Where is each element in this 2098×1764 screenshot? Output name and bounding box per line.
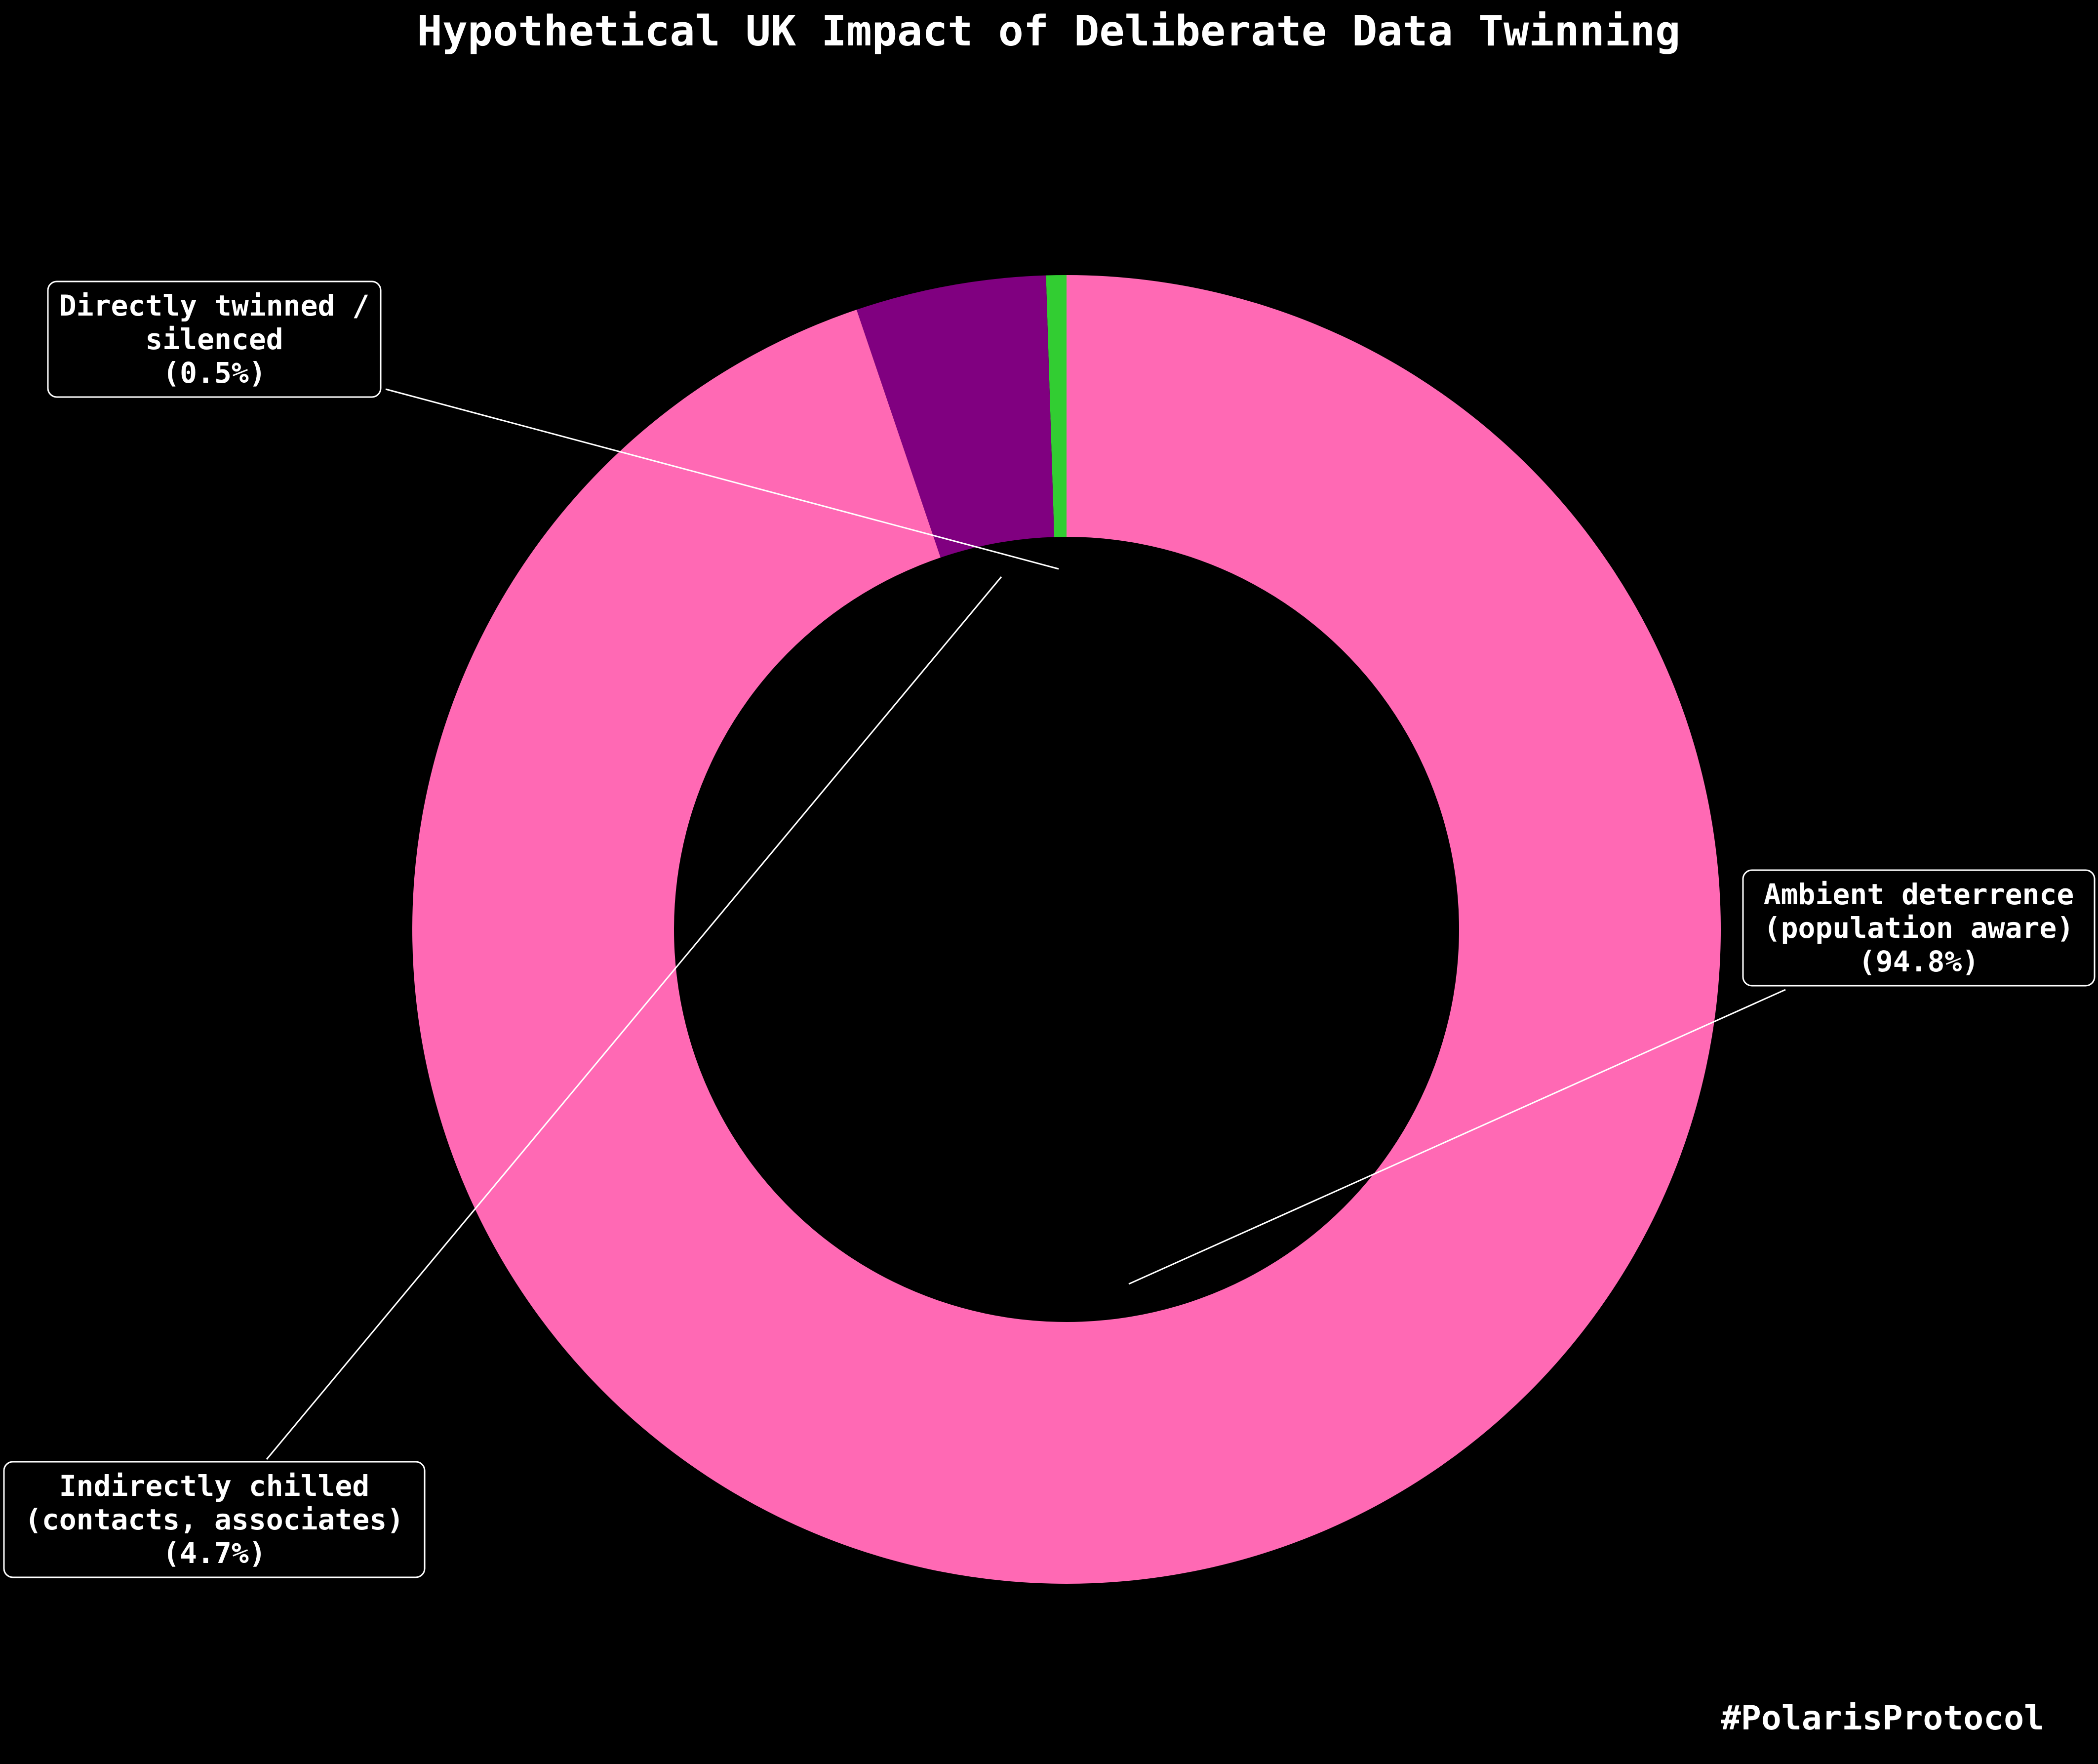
leader-line-1 xyxy=(385,388,1059,570)
donut-slice-1 xyxy=(1046,275,1067,537)
slice-label-line-3-3: (94.8%) xyxy=(1859,945,1979,978)
slice-label-box-2 xyxy=(3,1461,426,1578)
slice-label-line-2-3: (4.7%) xyxy=(162,1536,266,1570)
slice-label-1: Directly twinned /silenced(0.5%) xyxy=(47,281,382,398)
donut-slice-3 xyxy=(412,275,1721,1584)
chart-title: Hypothetical UK Impact of Deliberate Dat… xyxy=(417,7,1681,56)
slice-label-line-1-1: Directly twinned / xyxy=(59,289,370,322)
hashtag-watermark: #PolarisProtocol xyxy=(1721,1699,2044,1738)
slice-labels: Directly twinned /silenced(0.5%) Indirect… xyxy=(3,281,2096,1578)
slice-label-line-1-3: (0.5%) xyxy=(162,356,266,390)
slice-label-line-2-1: Indirectly chilled xyxy=(59,1469,370,1503)
slice-label-line-3-1: Ambient deterrence xyxy=(1764,878,2074,911)
leader-lines xyxy=(266,388,1786,1460)
slice-label-2: Indirectly chilled(contacts, associates)… xyxy=(3,1461,426,1578)
slice-label-box-1 xyxy=(47,281,382,398)
slice-label-3: Ambient deterrence(population aware)(94.… xyxy=(1742,869,2096,987)
donut-slice-2 xyxy=(856,275,1055,558)
slice-label-line-1-2: silenced xyxy=(145,322,283,356)
leader-line-3 xyxy=(1128,989,1786,1285)
donut-slices xyxy=(412,275,1721,1584)
slice-label-line-3-2: (population aware) xyxy=(1764,911,2074,945)
slice-label-box-3 xyxy=(1742,869,2096,987)
leader-line-2 xyxy=(266,576,1002,1460)
slice-label-line-2-2: (contacts, associates) xyxy=(25,1503,404,1536)
